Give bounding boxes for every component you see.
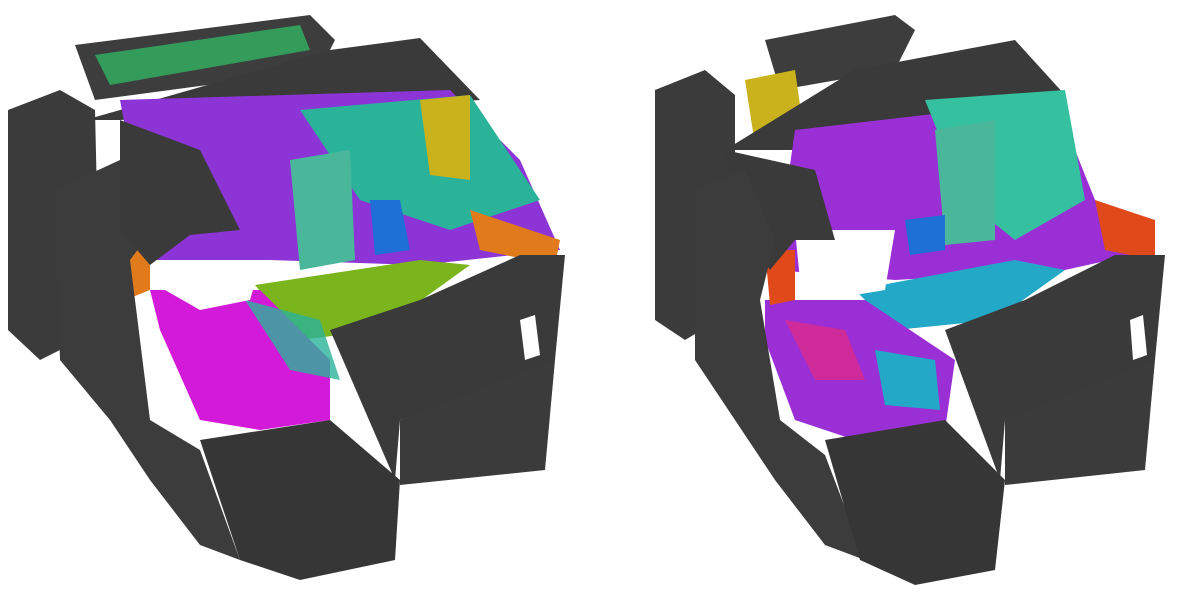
window-opening: [1130, 315, 1147, 360]
front-right-lower: [400, 360, 555, 485]
left-front-wall: [55, 160, 240, 560]
floor-teal-patch: [875, 350, 940, 410]
back-clutter-colors: [95, 25, 310, 85]
front-right-lower: [1005, 360, 1155, 485]
left-mesh-render: [8, 15, 565, 580]
back-wall-blue: [370, 200, 410, 255]
floor-teal: [245, 300, 340, 380]
arch-wall: [120, 120, 240, 265]
bed-teal: [855, 260, 1065, 330]
floor-magenta: [785, 320, 865, 380]
right-mesh-render: [655, 15, 1165, 585]
front-right-wall: [945, 255, 1165, 480]
cabinet: [935, 120, 995, 245]
back-wall-yellow: [420, 95, 470, 180]
floor-gap: [160, 265, 260, 310]
blue-object: [905, 215, 945, 255]
back-wall-orange: [1095, 200, 1155, 260]
front-pillar: [200, 420, 400, 580]
back-wall-orange: [470, 210, 560, 265]
left-front-wall: [695, 170, 865, 560]
right-reconstruction-panel: [595, 0, 1190, 596]
green-cabinet: [290, 150, 355, 270]
front-right-wall: [330, 255, 565, 480]
front-pillar: [825, 420, 1005, 585]
back-wall-teal: [300, 95, 540, 230]
left-reconstruction-panel: [8, 15, 565, 580]
floor-gap: [795, 230, 895, 300]
window-opening: [520, 315, 540, 360]
